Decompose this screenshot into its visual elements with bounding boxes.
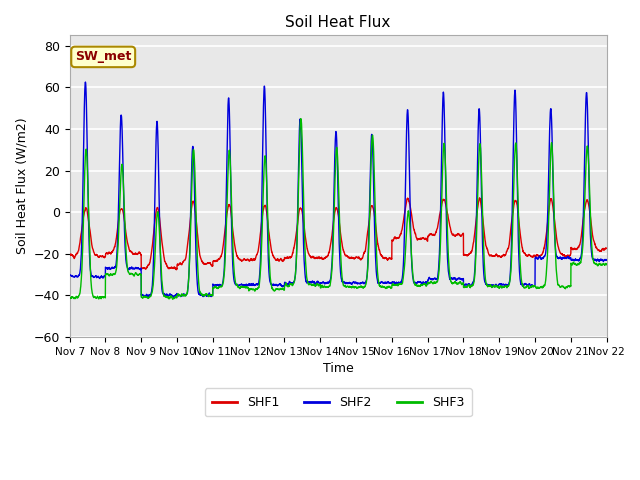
SHF3	[429, 281, 436, 287]
Line: SHF3: SHF3	[70, 119, 607, 299]
Legend: SHF1, SHF2, SHF3: SHF1, SHF2, SHF3	[205, 388, 472, 416]
SHF3	[66, 295, 74, 300]
SHF3	[163, 293, 170, 299]
SHF1	[603, 245, 611, 251]
SHF1	[318, 255, 326, 261]
Text: SW_met: SW_met	[75, 50, 131, 63]
SHF1	[459, 231, 467, 237]
SHF3	[489, 284, 497, 290]
SHF1	[429, 232, 436, 238]
SHF1	[163, 261, 170, 267]
SHF1	[476, 195, 483, 201]
X-axis label: Time: Time	[323, 362, 353, 375]
SHF2	[489, 283, 497, 289]
SHF3	[169, 296, 177, 302]
SHF2	[459, 276, 467, 282]
SHF2	[163, 291, 170, 297]
Line: SHF2: SHF2	[70, 82, 607, 297]
SHF2	[66, 273, 74, 278]
SHF3	[297, 116, 305, 121]
Line: SHF1: SHF1	[70, 198, 607, 270]
SHF3	[602, 261, 610, 267]
SHF2	[318, 280, 326, 286]
SHF1	[489, 253, 497, 259]
SHF1	[66, 252, 74, 258]
SHF2	[82, 79, 90, 85]
SHF3	[603, 262, 611, 267]
Title: Soil Heat Flux: Soil Heat Flux	[285, 15, 391, 30]
SHF2	[429, 276, 436, 282]
SHF1	[173, 267, 180, 273]
Y-axis label: Soil Heat Flux (W/m2): Soil Heat Flux (W/m2)	[15, 118, 28, 254]
SHF2	[603, 257, 611, 263]
SHF3	[459, 281, 467, 287]
SHF1	[602, 246, 610, 252]
SHF2	[170, 294, 178, 300]
SHF2	[602, 257, 610, 263]
SHF3	[318, 282, 326, 288]
